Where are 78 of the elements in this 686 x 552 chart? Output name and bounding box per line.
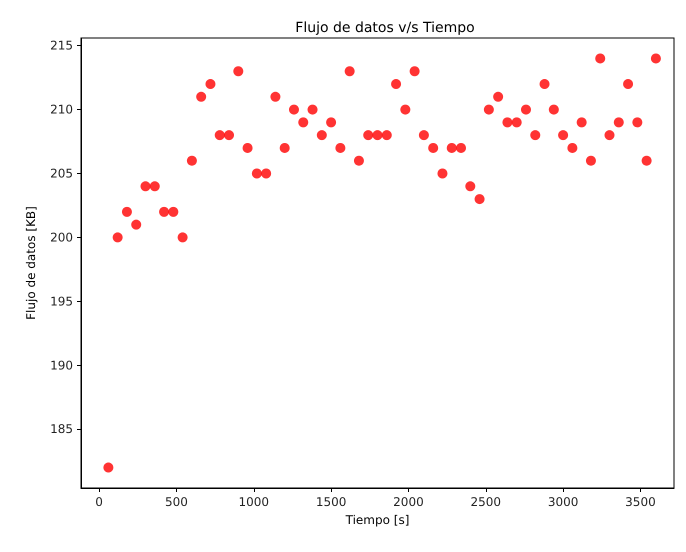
point xyxy=(112,232,123,242)
point xyxy=(446,142,457,153)
point xyxy=(205,79,216,90)
point xyxy=(530,130,540,140)
point xyxy=(548,104,559,115)
x-tick-label: 500 xyxy=(164,495,188,509)
y-tick-label: 205 xyxy=(50,166,73,181)
point xyxy=(196,92,206,102)
point xyxy=(224,130,234,140)
y-axis-title: Flujo de datos [KB] xyxy=(24,206,38,320)
x-tick-label: 1500 xyxy=(316,495,346,509)
point xyxy=(400,104,410,115)
x-axis-title: Tiempo [s] xyxy=(344,513,410,527)
point xyxy=(326,117,336,128)
y-tick-label: 190 xyxy=(50,358,73,372)
point xyxy=(558,130,568,140)
chart-title: Flujo de datos v/s Tiempo xyxy=(295,20,475,36)
point xyxy=(372,130,382,140)
x-tick-label: 3500 xyxy=(625,495,656,509)
point xyxy=(316,130,327,140)
point xyxy=(270,92,280,102)
point xyxy=(103,462,114,473)
y-tick-label: 215 xyxy=(50,38,73,53)
point xyxy=(456,142,466,153)
point xyxy=(178,232,188,242)
point xyxy=(576,117,587,128)
point xyxy=(131,220,142,230)
point xyxy=(604,130,615,140)
point xyxy=(344,66,355,76)
x-tick-label: 2500 xyxy=(470,495,502,509)
point xyxy=(298,117,308,128)
point xyxy=(502,117,512,128)
point xyxy=(308,104,318,115)
point xyxy=(410,66,420,76)
point xyxy=(540,79,550,90)
point xyxy=(363,130,374,140)
point xyxy=(168,206,178,217)
point xyxy=(650,53,661,64)
point xyxy=(214,130,225,140)
point xyxy=(493,92,504,102)
point xyxy=(242,142,253,153)
point xyxy=(520,104,531,115)
point xyxy=(159,206,170,217)
x-tick-label: 1000 xyxy=(238,495,270,509)
point xyxy=(437,168,448,179)
point xyxy=(632,117,642,128)
point xyxy=(382,130,392,140)
y-tick-label: 200 xyxy=(50,230,73,244)
point xyxy=(595,53,606,64)
point xyxy=(186,156,197,166)
point xyxy=(261,168,272,179)
point xyxy=(465,181,476,192)
x-tick-label: 2000 xyxy=(393,495,424,509)
point xyxy=(354,156,364,166)
point xyxy=(288,104,299,115)
point xyxy=(614,117,624,128)
point xyxy=(567,142,578,153)
point xyxy=(335,142,346,153)
y-tick-label: 210 xyxy=(50,102,73,117)
point xyxy=(140,181,150,192)
y-tick-label: 195 xyxy=(50,294,73,308)
point xyxy=(484,104,494,115)
point xyxy=(233,66,244,76)
point xyxy=(586,156,596,166)
point xyxy=(418,130,429,140)
point xyxy=(122,206,132,217)
point xyxy=(252,168,262,179)
point xyxy=(280,142,290,153)
point xyxy=(474,194,485,204)
x-tick-label: 0 xyxy=(95,495,103,509)
point xyxy=(391,79,402,90)
y-tick-label: 185 xyxy=(50,422,73,436)
point xyxy=(623,79,634,90)
point xyxy=(642,156,652,166)
point xyxy=(150,181,160,192)
x-tick-label: 3000 xyxy=(548,495,578,509)
point xyxy=(428,142,438,153)
point xyxy=(512,117,522,128)
